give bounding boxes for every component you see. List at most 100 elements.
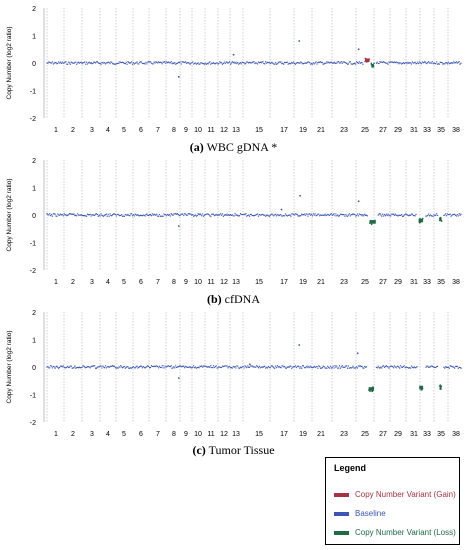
x-tick-label: 10 bbox=[194, 431, 202, 438]
baseline-point bbox=[58, 366, 61, 369]
y-tick-label: 2 bbox=[32, 6, 36, 13]
legend-swatch-gain bbox=[334, 492, 349, 497]
baseline-point bbox=[220, 213, 222, 215]
baseline-point bbox=[427, 214, 429, 217]
baseline-point bbox=[174, 61, 176, 64]
baseline-point bbox=[362, 214, 364, 216]
baseline-point bbox=[314, 62, 316, 64]
baseline-point bbox=[124, 367, 126, 369]
baseline-point bbox=[55, 61, 57, 64]
baseline-point bbox=[246, 215, 248, 217]
baseline-point bbox=[290, 62, 292, 65]
baseline-point bbox=[402, 215, 405, 217]
cnv-point bbox=[369, 222, 371, 224]
baseline-point bbox=[156, 365, 158, 367]
baseline-point bbox=[57, 366, 59, 368]
baseline-point bbox=[458, 61, 460, 63]
x-tick-label: 1 bbox=[54, 127, 58, 134]
baseline-point bbox=[416, 62, 418, 65]
baseline-point bbox=[49, 213, 51, 215]
baseline-point bbox=[290, 215, 292, 217]
baseline-point bbox=[130, 213, 133, 215]
baseline-point bbox=[274, 213, 277, 216]
x-tick-label: 17 bbox=[280, 279, 288, 286]
baseline-point bbox=[296, 61, 298, 64]
cnv-point bbox=[419, 387, 422, 390]
outlier-point bbox=[298, 40, 301, 42]
baseline-point bbox=[295, 62, 297, 64]
baseline-point bbox=[409, 62, 412, 64]
baseline-point bbox=[163, 365, 165, 367]
baseline-point bbox=[304, 214, 306, 217]
baseline-point bbox=[248, 215, 251, 217]
baseline-point bbox=[48, 214, 50, 216]
baseline-point bbox=[417, 61, 419, 63]
baseline-point bbox=[250, 213, 252, 216]
baseline-point bbox=[186, 214, 189, 216]
baseline-point bbox=[47, 365, 49, 368]
baseline-point bbox=[345, 213, 347, 216]
baseline-point bbox=[186, 366, 189, 368]
baseline-point bbox=[430, 62, 432, 64]
baseline-point bbox=[395, 61, 397, 63]
baseline-point bbox=[299, 215, 301, 217]
baseline-point bbox=[249, 365, 252, 367]
baseline-point bbox=[400, 365, 402, 367]
baseline-point bbox=[460, 62, 462, 64]
baseline-point bbox=[333, 61, 335, 63]
baseline-point bbox=[349, 215, 351, 217]
baseline-point bbox=[311, 215, 314, 217]
baseline-point bbox=[306, 62, 308, 64]
baseline-point bbox=[244, 214, 246, 216]
baseline-point bbox=[76, 215, 78, 217]
baseline-point bbox=[85, 61, 88, 63]
baseline-point bbox=[219, 213, 221, 216]
baseline-point bbox=[420, 63, 423, 65]
baseline-point bbox=[331, 367, 333, 369]
baseline-point bbox=[82, 61, 84, 64]
baseline-point bbox=[340, 61, 342, 63]
baseline-point bbox=[414, 215, 416, 217]
baseline-point bbox=[276, 365, 279, 367]
baseline-point bbox=[386, 214, 388, 217]
baseline-point bbox=[114, 213, 117, 216]
outlier-point bbox=[357, 200, 360, 203]
baseline-point bbox=[94, 365, 96, 367]
baseline-point bbox=[356, 367, 359, 369]
baseline-point bbox=[296, 213, 298, 216]
baseline-point bbox=[363, 367, 365, 369]
baseline-point bbox=[236, 365, 238, 367]
baseline-point bbox=[65, 214, 67, 216]
baseline-point bbox=[117, 213, 119, 216]
baseline-point bbox=[51, 367, 54, 369]
baseline-point bbox=[446, 63, 449, 65]
baseline-point bbox=[254, 366, 256, 368]
baseline-point bbox=[155, 214, 157, 216]
baseline-point bbox=[241, 213, 243, 216]
baseline-point bbox=[251, 214, 253, 217]
baseline-point bbox=[271, 365, 273, 367]
baseline-point bbox=[85, 63, 87, 65]
baseline-point bbox=[377, 365, 379, 367]
baseline-point bbox=[178, 61, 180, 64]
baseline-point bbox=[277, 62, 279, 64]
baseline-point bbox=[332, 365, 334, 367]
baseline-point bbox=[415, 366, 417, 369]
baseline-point bbox=[199, 213, 201, 215]
baseline-point bbox=[53, 366, 55, 368]
baseline-point bbox=[299, 62, 301, 64]
baseline-point bbox=[56, 365, 58, 367]
baseline-point bbox=[296, 365, 298, 367]
baseline-point bbox=[328, 367, 331, 369]
baseline-point bbox=[283, 63, 285, 65]
baseline-point bbox=[120, 365, 122, 367]
baseline-point bbox=[166, 62, 169, 64]
baseline-point bbox=[159, 366, 162, 369]
baseline-point bbox=[346, 215, 349, 217]
legend-item-baseline: Baseline bbox=[334, 509, 386, 518]
baseline-point bbox=[394, 213, 396, 215]
baseline-point bbox=[100, 63, 102, 65]
baseline-point bbox=[354, 213, 356, 216]
baseline-point bbox=[70, 365, 72, 367]
baseline-point bbox=[346, 367, 349, 369]
